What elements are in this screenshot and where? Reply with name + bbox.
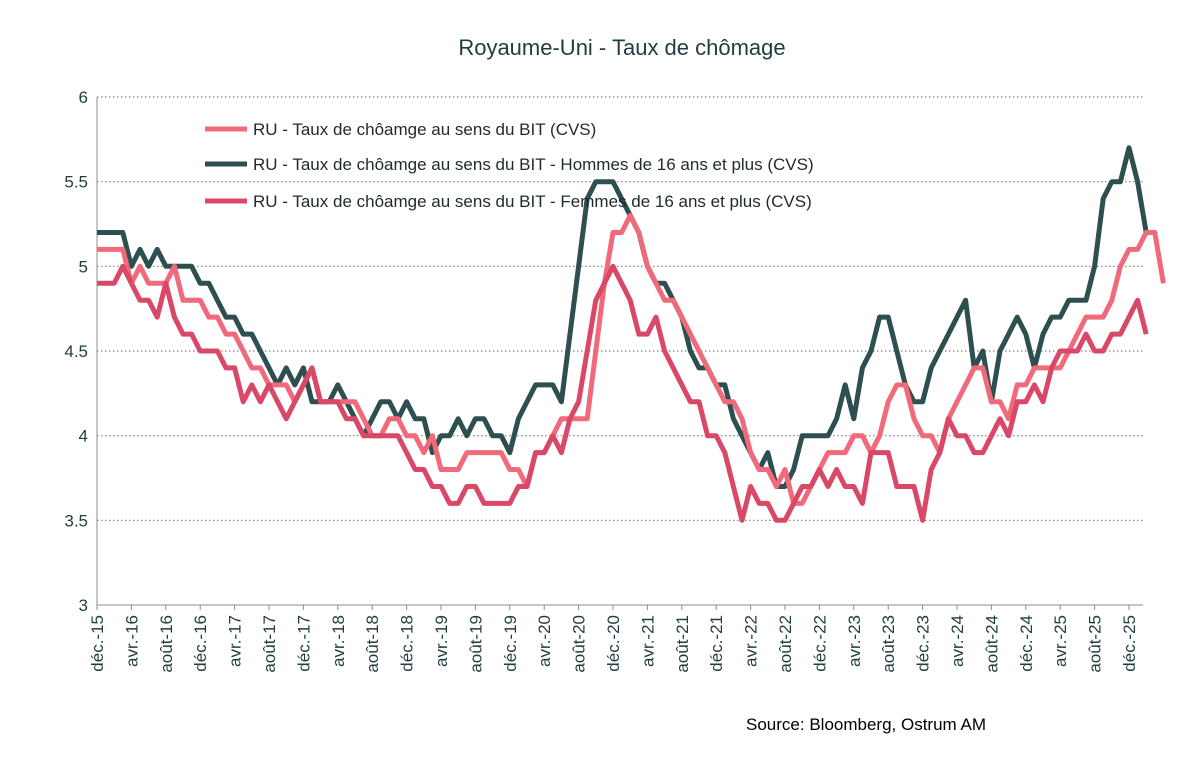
x-tick-label: avr.-25 bbox=[1051, 615, 1070, 667]
legend-label: RU - Taux de chôamge au sens du BIT - Ho… bbox=[253, 155, 814, 174]
series-line-1 bbox=[97, 145, 1149, 489]
x-tick-label: août-20 bbox=[570, 615, 589, 673]
x-tick-label: août-19 bbox=[466, 615, 485, 673]
legend: RU - Taux de chôamge au sens du BIT (CVS… bbox=[205, 120, 814, 211]
x-tick-label: déc.-16 bbox=[191, 615, 210, 672]
x-tick-label: déc.-22 bbox=[810, 615, 829, 672]
y-tick-label: 5.5 bbox=[64, 173, 88, 192]
x-tick-label: déc.-21 bbox=[707, 615, 726, 672]
x-tick-label: août-24 bbox=[982, 615, 1001, 673]
x-tick-label: déc.-17 bbox=[294, 615, 313, 672]
source-note: Source: Bloomberg, Ostrum AM bbox=[746, 715, 986, 734]
x-tick-label: avr.-24 bbox=[948, 615, 967, 667]
y-tick-label: 3.5 bbox=[64, 511, 88, 530]
series-line-2 bbox=[97, 263, 1149, 523]
x-tick-label: août-22 bbox=[776, 615, 795, 673]
x-axis-ticks: déc.-15 avr.-16 août-16 déc.-16 avr.-17 août-… bbox=[88, 605, 1139, 673]
x-tick-label: déc.-25 bbox=[1120, 615, 1139, 672]
y-tick-label: 5 bbox=[79, 257, 88, 276]
series-line-0 bbox=[97, 213, 1166, 506]
x-tick-label: déc.-15 bbox=[88, 615, 107, 672]
y-axis-ticks: 3 3.5 4 4.5 5 5.5 6 bbox=[64, 88, 88, 615]
x-tick-label: août-16 bbox=[157, 615, 176, 673]
x-tick-label: avr.-16 bbox=[122, 615, 141, 667]
x-tick-label: août-17 bbox=[260, 615, 279, 673]
x-tick-label: avr.-22 bbox=[742, 615, 761, 667]
axes bbox=[96, 97, 1143, 606]
x-tick-label: déc.-23 bbox=[914, 615, 933, 672]
x-tick-label: déc.-19 bbox=[501, 615, 520, 672]
y-tick-label: 6 bbox=[79, 88, 88, 107]
x-tick-label: août-23 bbox=[879, 615, 898, 673]
x-tick-label: août-25 bbox=[1086, 615, 1105, 673]
x-tick-label: avr.-23 bbox=[845, 615, 864, 667]
x-tick-label: avr.-18 bbox=[329, 615, 348, 667]
x-tick-label: déc.-18 bbox=[398, 615, 417, 672]
y-tick-label: 3 bbox=[79, 596, 88, 615]
x-tick-label: août-21 bbox=[673, 615, 692, 673]
x-tick-label: déc.-20 bbox=[604, 615, 623, 672]
x-tick-label: déc.-24 bbox=[1017, 615, 1036, 672]
x-tick-label: août-18 bbox=[363, 615, 382, 673]
series-lines bbox=[97, 145, 1166, 523]
x-tick-label: avr.-19 bbox=[432, 615, 451, 667]
legend-label: RU - Taux de chôamge au sens du BIT - Fe… bbox=[253, 192, 812, 211]
x-tick-label: avr.-21 bbox=[638, 615, 657, 667]
chart-title: Royaume-Uni - Taux de chômage bbox=[458, 35, 785, 60]
y-tick-label: 4 bbox=[79, 427, 88, 446]
legend-label: RU - Taux de chôamge au sens du BIT (CVS… bbox=[253, 120, 596, 139]
x-tick-label: avr.-20 bbox=[535, 615, 554, 667]
x-tick-label: avr.-17 bbox=[226, 615, 245, 667]
y-tick-label: 4.5 bbox=[64, 342, 88, 361]
